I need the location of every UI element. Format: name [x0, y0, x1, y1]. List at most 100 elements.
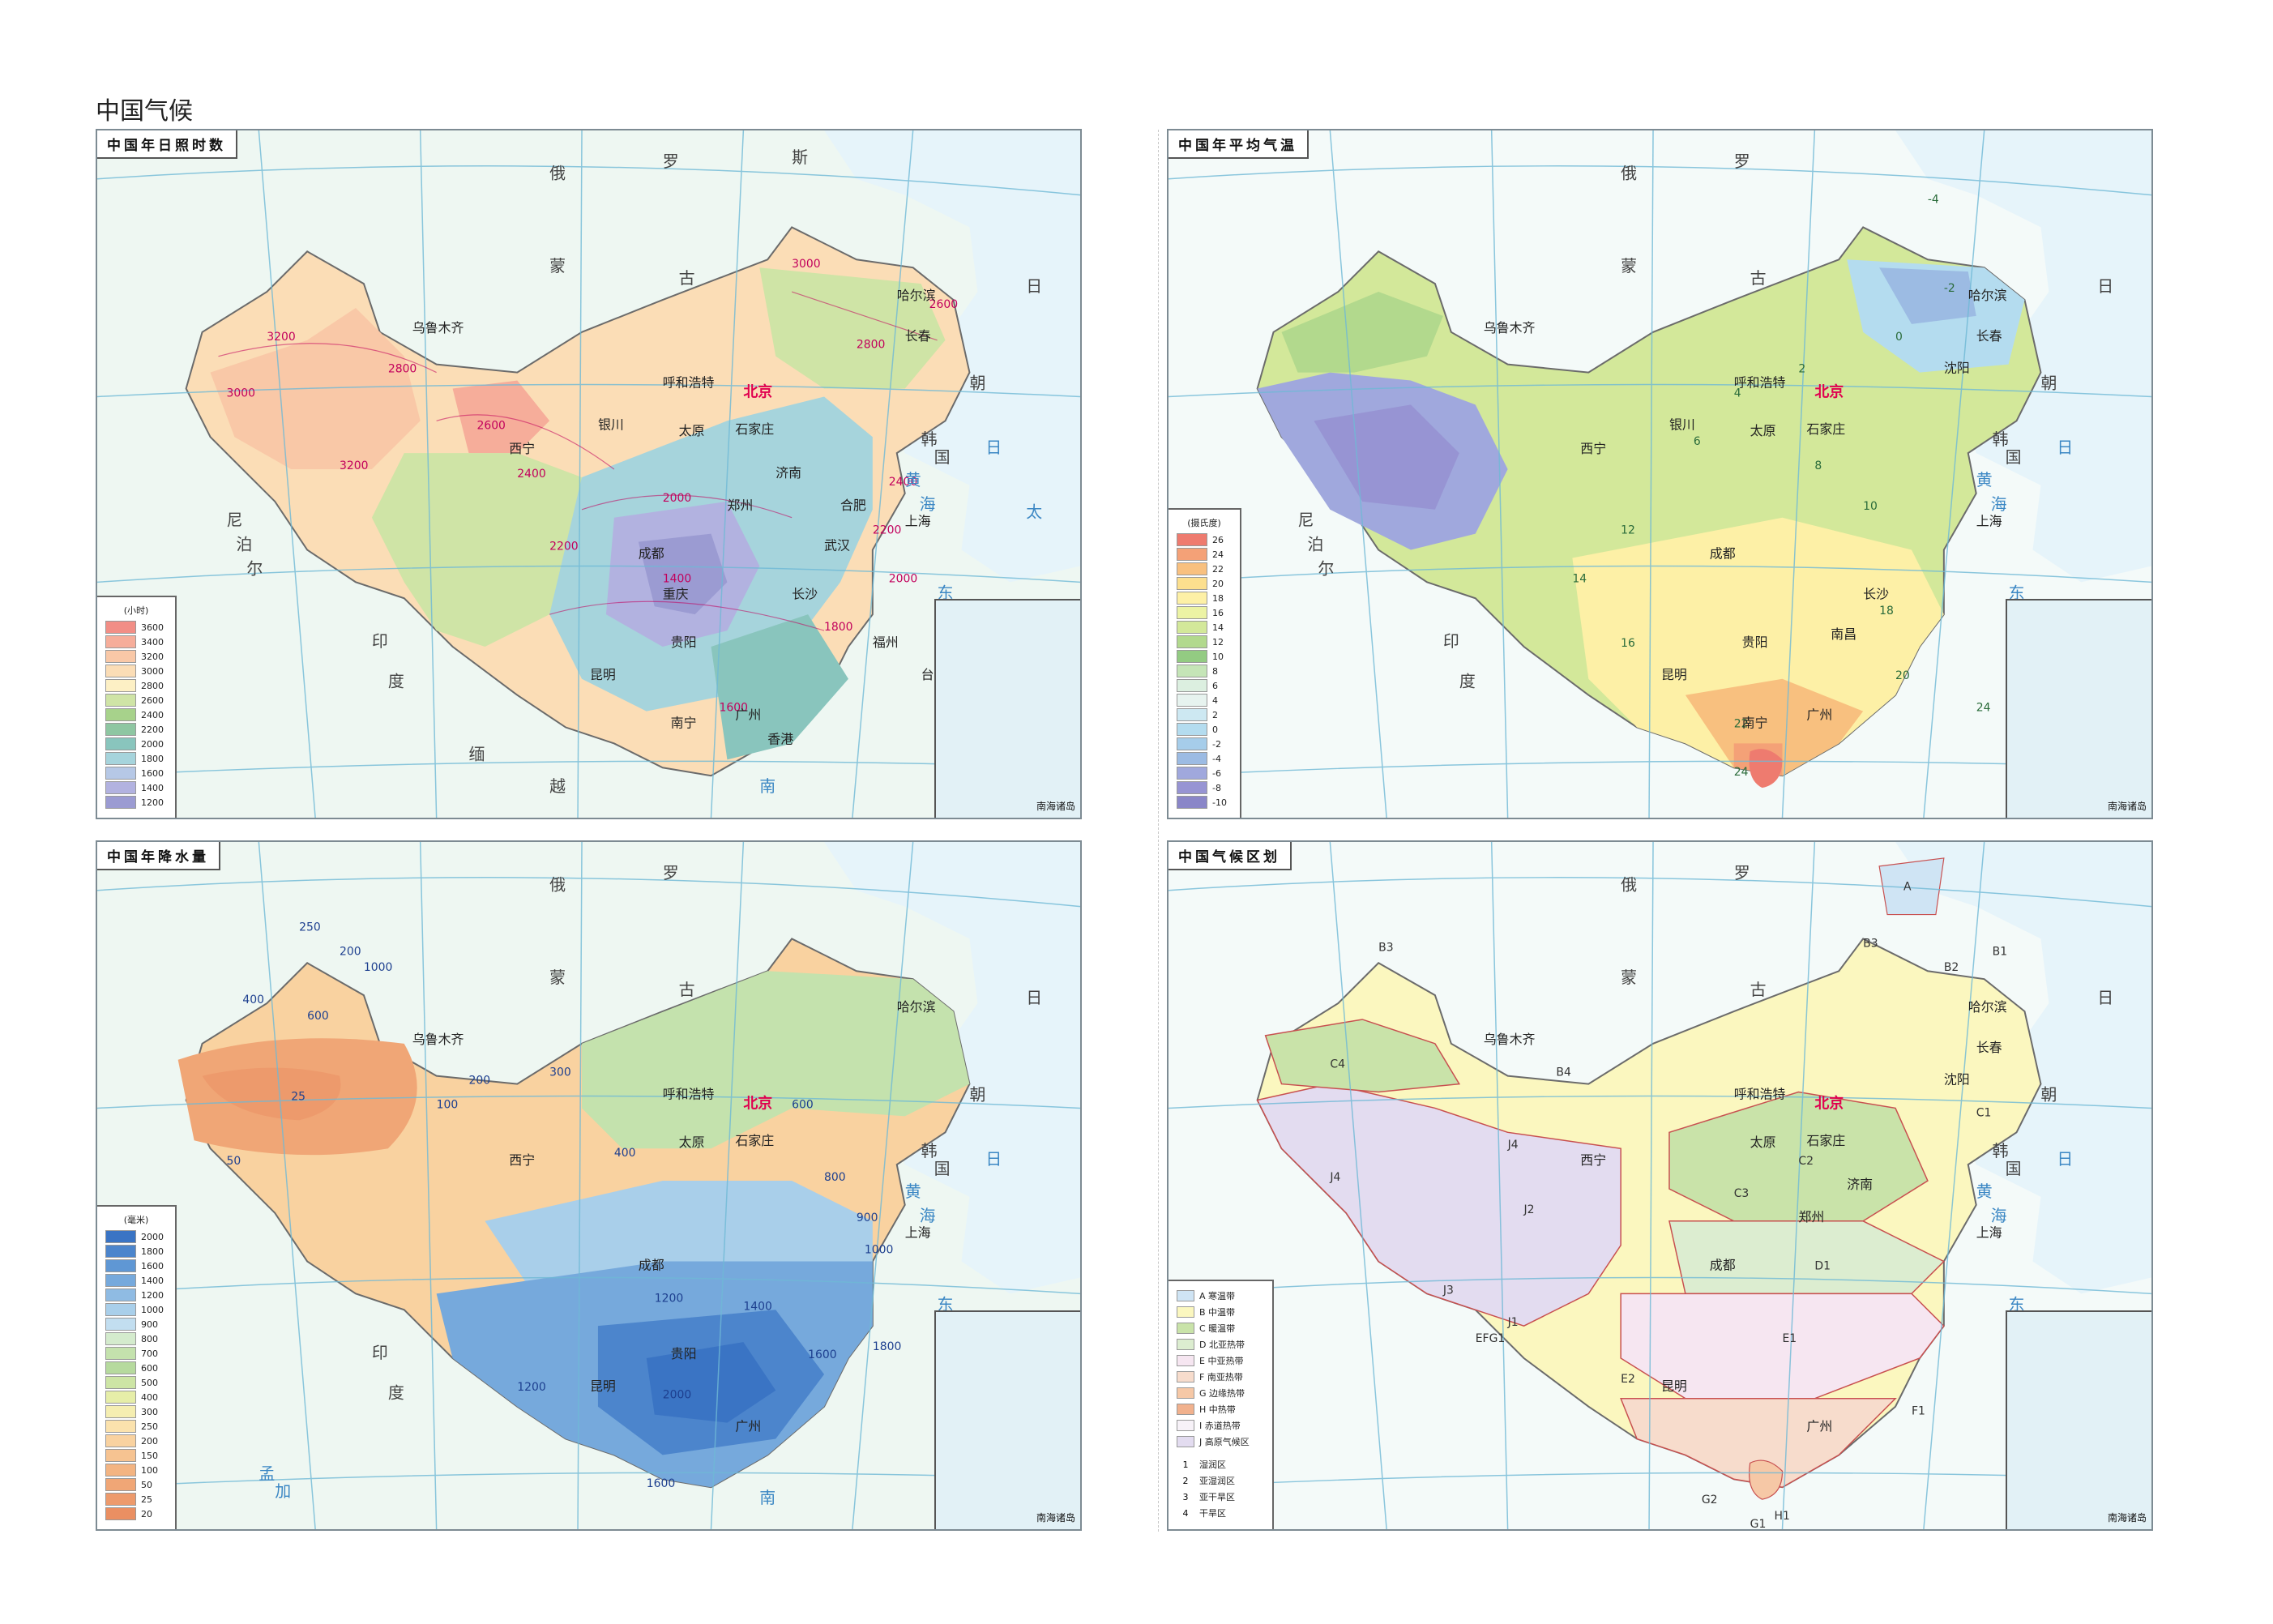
svg-text:哈尔滨: 哈尔滨 [897, 288, 936, 303]
svg-text:南: 南 [759, 1489, 775, 1507]
svg-text:西宁: 西宁 [509, 1152, 535, 1168]
sunshine-sea-labels: 黄 海 东 南 日 太 [759, 438, 1042, 796]
svg-text:古: 古 [1750, 269, 1767, 288]
svg-text:14: 14 [1572, 572, 1587, 585]
svg-text:国: 国 [934, 1160, 951, 1178]
sunshine-legend-row: 2400 [105, 707, 167, 722]
temperature-legend-label: 16 [1212, 607, 1224, 618]
svg-text:石家庄: 石家庄 [735, 421, 774, 437]
precipitation-legend-swatch [105, 1391, 136, 1404]
svg-text:日: 日 [1026, 277, 1042, 296]
precipitation-legend-label: 250 [141, 1421, 158, 1432]
climate-zone-south-sea-inset: 南海诸岛 [2006, 1310, 2151, 1529]
precipitation-legend-row: 2000 [105, 1229, 167, 1244]
svg-text:D1: D1 [1814, 1260, 1831, 1273]
svg-text:2600: 2600 [929, 298, 959, 311]
svg-text:长沙: 长沙 [792, 586, 818, 601]
sunshine-legend-swatch [105, 723, 136, 736]
svg-text:度: 度 [388, 673, 404, 691]
precipitation-legend-row: 900 [105, 1317, 167, 1331]
sunshine-legend-row: 2000 [105, 737, 167, 751]
precipitation-legend-label: 400 [141, 1391, 158, 1403]
sunshine-legend-rows: 3600 3400 3200 3000 2800 2600 2400 2200 2000 1800… [105, 620, 167, 810]
temperature-legend-row: 24 [1177, 547, 1232, 562]
temperature-legend-label: 14 [1212, 622, 1224, 633]
svg-text:B4: B4 [1556, 1066, 1571, 1079]
svg-text:上海: 上海 [1976, 1225, 2002, 1241]
svg-text:石家庄: 石家庄 [1806, 1133, 1845, 1148]
sunshine-legend-swatch [105, 665, 136, 677]
temperature-legend-swatch [1177, 533, 1207, 546]
temperature-legend-label: -4 [1212, 753, 1221, 764]
temperature-isoline-labels: -4 -2 0 2 4 6 8 10 12 14 16 18 20 22 24 … [1572, 194, 1990, 780]
svg-text:南宁: 南宁 [671, 716, 697, 731]
svg-text:C2: C2 [1798, 1155, 1814, 1168]
svg-text:B3: B3 [1863, 937, 1878, 950]
svg-text:东: 东 [938, 583, 954, 602]
precipitation-legend-row: 1800 [105, 1244, 167, 1259]
climate-zone-legend-label: G 边缘热带 [1199, 1388, 1245, 1399]
svg-text:日: 日 [2097, 277, 2113, 296]
svg-text:10: 10 [1863, 500, 1878, 513]
svg-text:呼和浩特: 呼和浩特 [1734, 1087, 1786, 1102]
svg-text:昆明: 昆明 [590, 667, 616, 682]
precipitation-legend-label: 150 [141, 1450, 158, 1461]
temperature-legend-label: 12 [1212, 636, 1224, 647]
precipitation-legend-row: 400 [105, 1390, 167, 1404]
climate-subzone-legend-rows: 1 湿润区 2 亚湿润区 3 亚干旱区 4 干旱区 [1177, 1456, 1264, 1521]
sunshine-map-panel: 3200 3000 2800 2600 2400 2200 2000 1800 … [96, 129, 1082, 819]
precipitation-legend-label: 500 [141, 1377, 158, 1388]
climate-zone-country-labels: 俄 罗 蒙 古 日 朝 韩 国 [1621, 864, 2113, 1178]
precipitation-legend-swatch [105, 1449, 136, 1462]
precipitation-legend-row: 1000 [105, 1302, 167, 1317]
svg-text:成都: 成都 [639, 546, 664, 562]
svg-text:泊: 泊 [236, 536, 252, 554]
svg-text:100: 100 [437, 1098, 459, 1111]
precipitation-legend-row: 600 [105, 1361, 167, 1375]
precipitation-legend-swatch [105, 1259, 136, 1272]
page-divider [1158, 130, 1159, 1532]
svg-text:太原: 太原 [679, 423, 705, 438]
svg-text:G1: G1 [1750, 1518, 1767, 1529]
sunshine-legend-swatch [105, 635, 136, 648]
temperature-map-panel: -4 -2 0 2 4 6 8 10 12 14 16 18 20 22 24 … [1167, 129, 2153, 819]
svg-text:北京: 北京 [1814, 1094, 1844, 1112]
svg-text:尼: 尼 [226, 511, 242, 530]
svg-text:乌鲁木齐: 乌鲁木齐 [412, 320, 464, 335]
svg-text:B1: B1 [1993, 945, 2007, 958]
svg-text:600: 600 [792, 1098, 814, 1111]
temperature-legend-label: -8 [1212, 782, 1221, 793]
svg-text:成都: 成都 [639, 1258, 664, 1273]
temperature-inset-caption: 南海诸岛 [2107, 801, 2147, 812]
precipitation-sea-labels: 黄 海 东 南 日 孟 加 [258, 1150, 1002, 1507]
temperature-legend-swatch [1177, 737, 1207, 750]
temperature-south-sea-inset: 南海诸岛 [2006, 599, 2151, 818]
svg-text:沈阳: 沈阳 [1944, 361, 1970, 376]
sunshine-legend-label: 2600 [141, 694, 164, 706]
climate-zone-legend-swatch [1177, 1355, 1194, 1366]
precipitation-legend-label: 1800 [141, 1246, 164, 1257]
svg-text:0: 0 [1895, 331, 1903, 344]
climate-subzone-number: 3 [1182, 1491, 1189, 1502]
temperature-legend-swatch [1177, 752, 1207, 765]
sunshine-legend-swatch [105, 796, 136, 809]
temperature-legend-row: 0 [1177, 722, 1232, 737]
svg-text:重庆: 重庆 [663, 586, 689, 601]
svg-text:6: 6 [1694, 435, 1701, 448]
svg-text:太原: 太原 [1750, 1135, 1776, 1150]
sunshine-country-labels: 俄 罗 斯 蒙 古 日 朝 韩 国 印 度 尼 泊 尔 缅 越 [226, 148, 1042, 796]
svg-text:度: 度 [388, 1384, 404, 1403]
climate-subzone-label: 湿润区 [1199, 1459, 1226, 1470]
svg-text:西宁: 西宁 [1580, 441, 1606, 456]
svg-text:国: 国 [934, 448, 951, 467]
temperature-legend-row: -4 [1177, 751, 1232, 766]
svg-text:E1: E1 [1783, 1332, 1797, 1345]
temperature-legend-label: 10 [1212, 651, 1224, 662]
svg-text:400: 400 [614, 1147, 636, 1160]
svg-text:1800: 1800 [873, 1340, 902, 1353]
climate-zone-legend-row: J 高原气候区 [1177, 1434, 1264, 1450]
precipitation-legend-swatch [105, 1230, 136, 1243]
precipitation-city-markers: 北京 呼和浩特 太原 石家庄 西宁 成都 贵阳 昆明 广州 上海 乌鲁木齐 哈尔… [412, 999, 936, 1434]
svg-text:沈阳: 沈阳 [1944, 1072, 1970, 1088]
temperature-legend-row: -6 [1177, 766, 1232, 780]
